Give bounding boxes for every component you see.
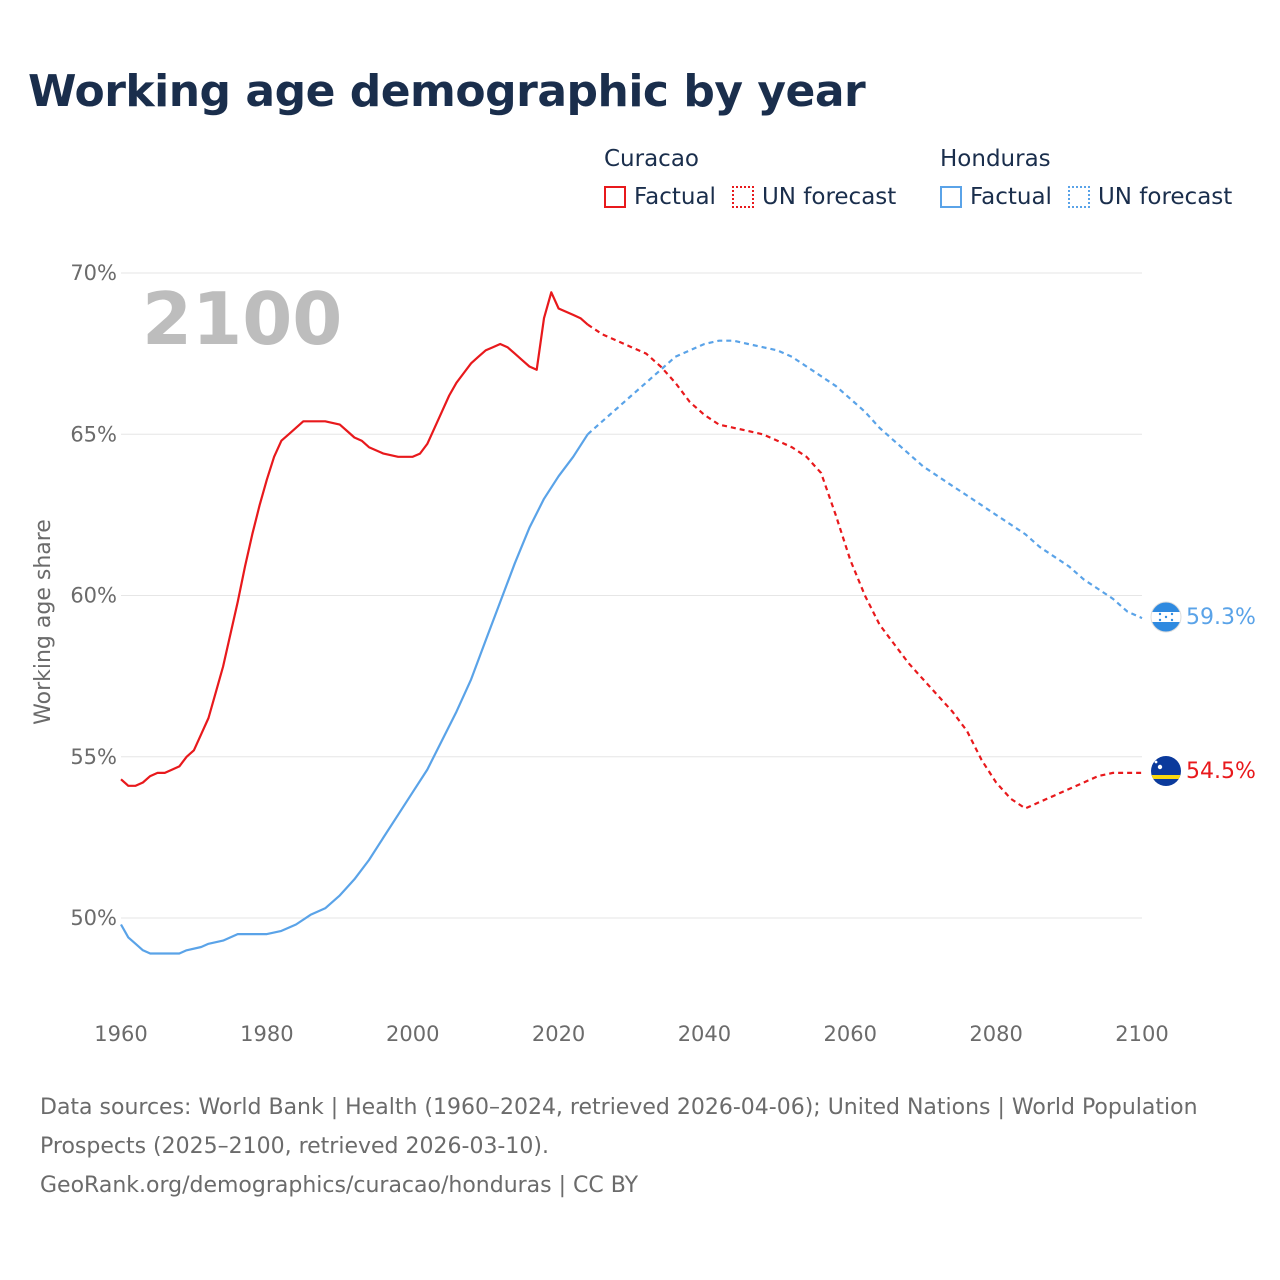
series-line-curacao-factual[interactable] <box>120 291 589 787</box>
flag-curacao-icon <box>1151 756 1181 786</box>
legend-swatch-curacao-factual <box>604 186 626 208</box>
x-tick-label: 2100 <box>1115 1022 1168 1046</box>
footer-sources: Data sources: World Bank | Health (1960–… <box>40 1095 1198 1159</box>
footer: Data sources: World Bank | Health (1960–… <box>40 1088 1220 1205</box>
series-lines <box>120 291 1143 955</box>
end-label-curacao: 54.5% <box>1186 759 1256 784</box>
legend-swatch-honduras-factual <box>940 186 962 208</box>
y-tick-label: 70% <box>70 261 117 285</box>
legend-label-curacao-forecast: UN forecast <box>761 184 897 210</box>
end-label-honduras: 59.3% <box>1186 605 1256 630</box>
legend-honduras: Honduras Factual UN forecast <box>940 146 1232 210</box>
legend-item-curacao-factual[interactable]: Factual <box>604 184 716 210</box>
x-tick-label: 2000 <box>386 1022 439 1046</box>
y-tick-label: 55% <box>70 745 117 769</box>
x-tick-label: 2060 <box>824 1022 877 1046</box>
axes: 50% 55% 60% 65% 70% 1960 1980 2000 2020 2040 2060 2… <box>70 261 1168 1046</box>
year-overlay: 2100 <box>142 277 342 361</box>
legend-item-honduras-factual[interactable]: Factual <box>940 184 1052 210</box>
legend-label-curacao-factual: Factual <box>634 184 716 210</box>
x-tick-label: 2080 <box>969 1022 1022 1046</box>
y-tick-label: 60% <box>70 584 117 608</box>
x-tick-label: 1980 <box>240 1022 293 1046</box>
legend-item-honduras-forecast[interactable]: UN forecast <box>1067 184 1233 210</box>
legend-label-honduras-forecast: UN forecast <box>1097 184 1233 210</box>
legend-label-honduras-factual: Factual <box>970 184 1052 210</box>
x-tick-label: 2020 <box>532 1022 585 1046</box>
series-line-curacao-forecast[interactable] <box>587 323 1142 810</box>
legend-swatch-honduras-forecast <box>1067 186 1090 208</box>
legend-curacao: Curacao Factual UN forecast <box>604 146 912 210</box>
legend-swatch-curacao-forecast <box>731 186 754 208</box>
legend-country-honduras: Honduras <box>940 146 1051 172</box>
legend-country-curacao: Curacao <box>604 146 699 172</box>
chart-title: Working age demographic by year <box>28 66 866 117</box>
flag-honduras-icon <box>1150 601 1182 633</box>
x-tick-label: 2040 <box>678 1022 731 1046</box>
grid-lines <box>121 272 1142 919</box>
series-line-honduras-factual[interactable] <box>120 433 589 955</box>
series-line-honduras-forecast[interactable] <box>586 339 1143 620</box>
y-axis-title: Working age share <box>31 519 56 725</box>
y-tick-label: 50% <box>70 906 117 930</box>
legend-item-curacao-forecast[interactable]: UN forecast <box>731 184 897 210</box>
line-chart: 50% 55% 60% 65% 70% 1960 1980 2000 2020 2040 2060 2… <box>31 261 1256 1046</box>
x-tick-label: 1960 <box>94 1022 147 1046</box>
footer-credit: GeoRank.org/demographics/curacao/hondura… <box>40 1173 639 1198</box>
y-tick-label: 65% <box>70 422 117 446</box>
